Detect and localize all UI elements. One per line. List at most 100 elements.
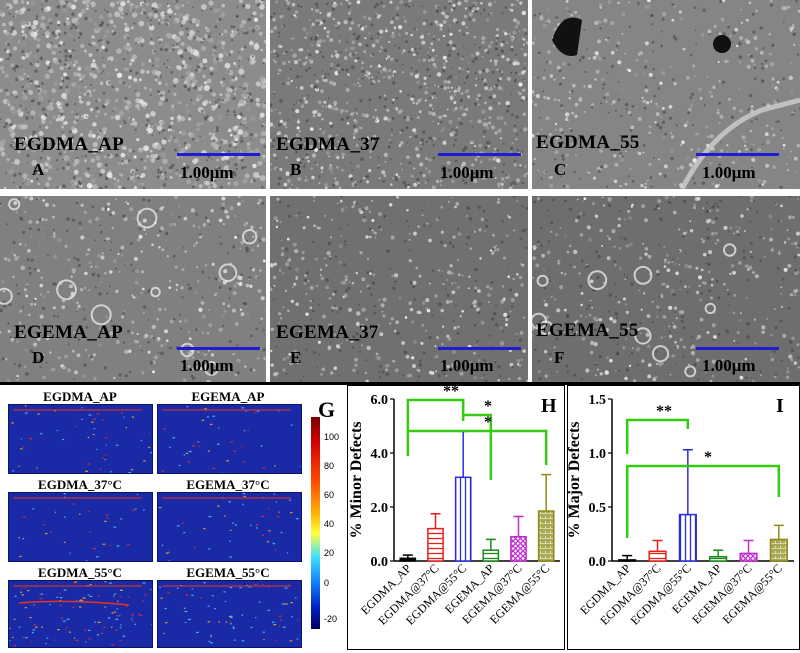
sem-label-a: EGDMA_AP — [14, 134, 124, 156]
scale-bar-d — [177, 347, 260, 350]
colorbar-tick: 20 — [324, 548, 334, 558]
heatmap-title: EGDMA_55°C — [10, 565, 150, 581]
y-tick-label: 1.5 — [589, 393, 607, 408]
colorbar-tick: 100 — [324, 432, 339, 442]
sem-panel-a: EGDMA_AP A 1.00μm — [0, 0, 266, 189]
bar — [400, 558, 415, 561]
row-divider — [0, 189, 800, 196]
sem-panel-f: EGEMA_55 F 1.00μm — [532, 196, 800, 382]
scale-label-c: 1.00μm — [702, 163, 756, 183]
bar — [710, 557, 727, 561]
y-tick-label: 1.0 — [589, 447, 607, 462]
sem-label-f: EGEMA_55 — [536, 320, 639, 342]
colorbar-tick: 60 — [324, 490, 334, 500]
sem-panel-e: EGEMA_37 E 1.00μm — [270, 196, 528, 382]
sem-label-b: EGDMA_37 — [276, 134, 380, 156]
sem-texture — [270, 196, 528, 382]
sem-letter-b: B — [290, 160, 301, 180]
bar — [483, 550, 498, 561]
major-defects-chart: 0.00.51.01.5% Major DefectsEGDMA_APEGDMA… — [568, 386, 799, 649]
bar — [619, 560, 636, 561]
heatmap-panel: EGDMA_AP EGEMA_AP EGDMA_37°C EGEMA_37°C … — [0, 385, 345, 650]
significance-bracket — [627, 420, 688, 454]
heatmap-map — [157, 492, 302, 562]
heatmap-map — [8, 580, 153, 648]
y-tick-label: 0.5 — [589, 501, 607, 516]
heatmap-map — [157, 580, 302, 648]
y-tick-label: 0.0 — [589, 555, 607, 570]
minor-defects-chart: 0.02.04.06.0% Minor DefectsEGDMA_APEGDMA… — [348, 386, 564, 649]
sem-label-d: EGEMA_AP — [14, 322, 123, 344]
significance-label: * — [704, 449, 712, 466]
heatmap-map — [8, 404, 153, 474]
colorbar-tick: -20 — [324, 614, 337, 624]
colorbar-tick: 80 — [324, 461, 334, 471]
significance-bracket — [408, 400, 463, 430]
y-tick-label: 6.0 — [371, 393, 389, 408]
bar — [539, 511, 554, 561]
bar — [740, 553, 757, 561]
sem-label-e: EGEMA_37 — [276, 322, 379, 344]
bar — [511, 537, 526, 561]
chart-panel-i: 0.00.51.01.5% Major DefectsEGDMA_APEGDMA… — [567, 385, 800, 650]
y-tick-label: 2.0 — [371, 501, 389, 516]
scale-bar-e — [438, 347, 521, 350]
sem-panel-b: EGDMA_37 B 1.00μm — [270, 0, 528, 189]
sem-texture — [532, 0, 800, 189]
colorbar-tick: 40 — [324, 519, 334, 529]
significance-label: * — [484, 414, 492, 431]
scale-bar-c — [696, 153, 779, 156]
heatmap-speckle — [158, 581, 301, 647]
panel-letter: I — [776, 395, 784, 417]
sem-panel-d: EGEMA_AP D 1.00μm — [0, 196, 266, 382]
sem-texture — [270, 0, 528, 189]
y-tick-label: 0.0 — [371, 555, 389, 570]
bar — [649, 551, 666, 561]
colorbar-tick: 0 — [324, 578, 329, 588]
bar — [428, 529, 443, 561]
sem-letter-d: D — [32, 348, 44, 368]
sem-panel-c: EGDMA_55 C 1.00μm — [532, 0, 800, 189]
significance-bracket — [408, 431, 546, 465]
bar — [680, 515, 697, 561]
heatmap-speckle — [9, 581, 152, 647]
heatmap-title: EGEMA_55°C — [158, 565, 298, 581]
significance-label: * — [484, 398, 492, 415]
panel-letter-g: G — [318, 397, 335, 423]
heatmap-map — [8, 492, 153, 562]
significance-label: ** — [656, 403, 672, 420]
significance-label: ** — [443, 386, 459, 400]
scale-bar-b — [438, 153, 521, 156]
sem-letter-f: F — [554, 348, 564, 368]
sem-letter-a: A — [32, 160, 44, 180]
scale-label-a: 1.00μm — [180, 163, 234, 183]
colorbar — [311, 417, 320, 629]
panel-letter: H — [541, 395, 557, 417]
scale-label-d: 1.00μm — [180, 356, 234, 376]
scale-bar-f — [696, 347, 779, 350]
significance-bracket — [627, 466, 779, 538]
heatmap-title: EGEMA_AP — [158, 389, 298, 405]
scale-label-b: 1.00μm — [440, 163, 494, 183]
bar — [456, 477, 471, 561]
scale-label-e: 1.00μm — [440, 356, 494, 376]
heatmap-speckle — [9, 405, 152, 473]
sem-texture — [532, 196, 800, 382]
sem-label-c: EGDMA_55 — [536, 132, 640, 154]
scale-bar-a — [177, 153, 260, 156]
heatmap-title: EGEMA_37°C — [158, 477, 298, 493]
y-axis-label: % Major Defects — [568, 422, 583, 539]
sem-letter-e: E — [290, 348, 301, 368]
heatmap-speckle — [158, 493, 301, 561]
heatmap-speckle — [9, 493, 152, 561]
heatmap-map — [157, 404, 302, 474]
heatmap-title: EGDMA_AP — [10, 389, 150, 405]
y-axis-label: % Minor Defects — [348, 422, 365, 539]
y-tick-label: 4.0 — [371, 447, 389, 462]
scale-label-f: 1.00μm — [702, 356, 756, 376]
heatmap-title: EGDMA_37°C — [10, 477, 150, 493]
bar — [771, 539, 788, 561]
sem-letter-c: C — [554, 160, 566, 180]
heatmap-speckle — [158, 405, 301, 473]
